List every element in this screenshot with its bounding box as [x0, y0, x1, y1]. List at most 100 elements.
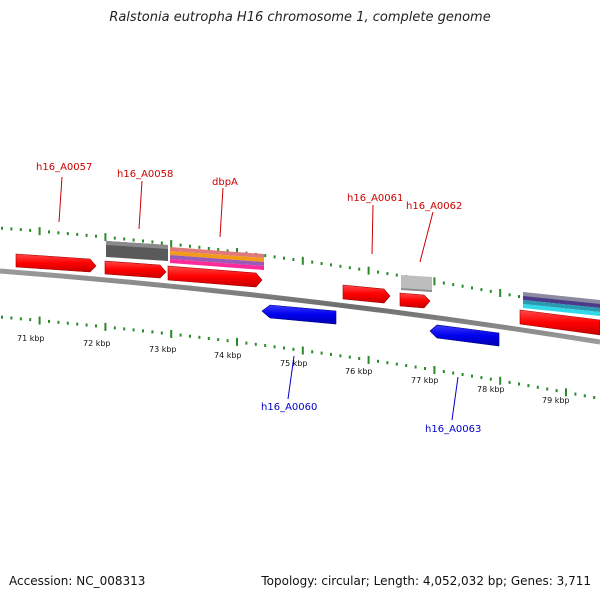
major-tick	[367, 266, 370, 275]
major-tick	[170, 330, 173, 338]
minor-tick	[10, 227, 13, 231]
minor-tick	[160, 331, 163, 335]
minor-tick	[377, 359, 379, 363]
minor-tick	[480, 376, 483, 380]
minor-tick	[66, 321, 69, 325]
gene-h16_A0057[interactable]	[15, 253, 97, 273]
major-tick	[367, 355, 370, 364]
minor-tick	[527, 384, 530, 388]
label-h16_A0058[interactable]: h16_A0058	[117, 169, 173, 180]
gene-right-edge[interactable]	[519, 309, 600, 336]
minor-tick	[264, 254, 267, 258]
topology-text: Topology: circular; Length: 4,052,032 bp…	[261, 574, 591, 588]
minor-tick	[113, 326, 116, 330]
label-dbpA[interactable]: dbpA	[212, 177, 238, 188]
minor-tick	[245, 341, 248, 345]
minor-tick	[546, 387, 549, 391]
minor-tick	[132, 328, 135, 332]
minor-tick	[264, 344, 267, 347]
label-h16_A0061[interactable]: h16_A0061	[347, 193, 403, 204]
minor-tick	[179, 243, 182, 247]
minor-tick	[583, 394, 586, 398]
label-h16_A0063[interactable]: h16_A0063	[425, 424, 481, 435]
minor-tick	[395, 273, 398, 277]
minor-tick	[339, 354, 342, 358]
minor-tick	[348, 266, 351, 270]
minor-tick	[386, 272, 389, 276]
minor-tick	[339, 264, 342, 268]
leader-h16_A0060	[287, 355, 295, 400]
minor-tick	[95, 324, 97, 328]
major-tick	[104, 322, 107, 331]
feature-track-right[interactable]	[523, 292, 600, 316]
minor-tick	[414, 365, 417, 369]
minor-tick	[283, 256, 285, 260]
label-h16_A0060[interactable]: h16_A0060	[261, 402, 317, 413]
major-tick	[433, 366, 436, 374]
minor-tick	[330, 263, 332, 267]
minor-tick	[320, 262, 323, 265]
minor-tick	[142, 239, 144, 243]
label-h16_A0062[interactable]: h16_A0062	[406, 201, 462, 212]
minor-tick	[311, 350, 314, 354]
minor-tick	[198, 335, 201, 339]
minor-tick	[48, 230, 50, 234]
minor-tick	[85, 233, 88, 237]
minor-tick	[452, 371, 455, 375]
minor-tick	[29, 228, 32, 232]
major-tick	[170, 240, 173, 249]
ruler-label-79: 79 kbp	[542, 396, 570, 405]
feature-bar-highlight	[106, 241, 168, 249]
minor-tick	[57, 320, 60, 324]
minor-tick	[142, 329, 144, 333]
gene-h16_A0060[interactable]	[261, 304, 337, 325]
minor-tick	[348, 355, 351, 359]
major-tick	[38, 316, 41, 325]
ruler-label-77: 77 kbp	[411, 376, 439, 385]
feature-track-dbpA[interactable]	[170, 247, 264, 270]
minor-tick	[405, 364, 408, 368]
minor-tick	[226, 249, 229, 253]
minor-tick	[518, 382, 520, 386]
gene-h16_A0062[interactable]	[399, 292, 431, 309]
minor-tick	[179, 333, 182, 337]
feature-bar-shadow	[401, 288, 432, 292]
feature-track-0058[interactable]	[106, 241, 168, 261]
minor-tick	[508, 293, 511, 297]
minor-tick	[160, 241, 163, 245]
minor-tick	[395, 362, 398, 366]
minor-tick	[593, 396, 596, 399]
minor-tick	[471, 286, 473, 290]
ruler-label-75: 75 kbp	[280, 359, 308, 368]
feature-stripe-teal	[523, 300, 600, 312]
minor-tick	[536, 385, 539, 389]
leader-h16_A0063	[451, 376, 459, 421]
feature-stripe-cyan	[523, 304, 600, 316]
minor-tick	[132, 238, 135, 242]
minor-tick	[19, 228, 22, 232]
minor-tick	[461, 284, 464, 288]
minor-tick	[10, 316, 13, 320]
minor-tick	[461, 373, 464, 376]
major-tick	[499, 289, 502, 297]
minor-tick	[123, 327, 126, 331]
gene-h16_A0058[interactable]	[104, 260, 167, 279]
minor-tick	[471, 374, 473, 378]
feature-stripe-pink	[170, 259, 264, 270]
minor-tick	[226, 339, 229, 343]
gene-dbpA[interactable]	[167, 265, 263, 288]
minor-tick	[442, 281, 445, 285]
minor-tick	[48, 319, 50, 323]
minor-tick	[189, 244, 191, 248]
minor-tick	[508, 380, 511, 384]
minor-tick	[452, 283, 455, 287]
gene-h16_A0061[interactable]	[342, 284, 391, 304]
minor-tick	[29, 318, 32, 322]
label-h16_A0057[interactable]: h16_A0057	[36, 162, 92, 173]
minor-tick	[358, 267, 361, 271]
gene-h16_A0063[interactable]	[429, 324, 500, 347]
feature-track-0062[interactable]	[401, 275, 432, 292]
minor-tick	[151, 330, 154, 334]
leader-h16_A0057	[58, 176, 63, 223]
